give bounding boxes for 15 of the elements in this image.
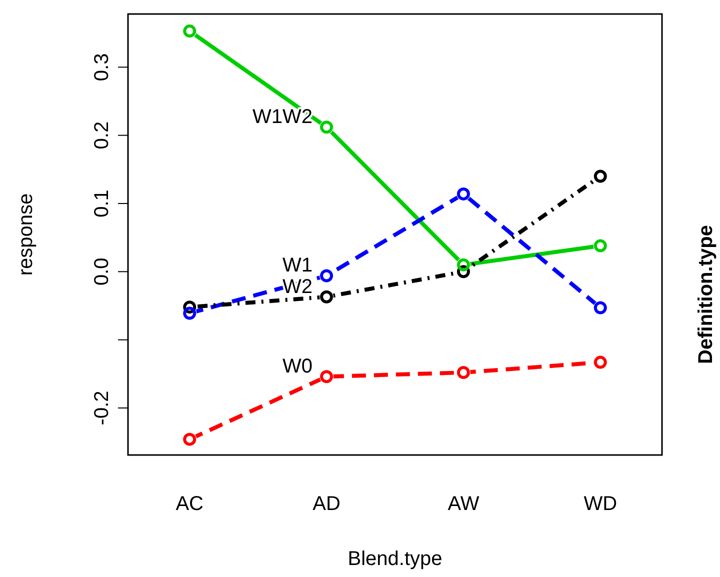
series-label: W1W2 — [252, 106, 313, 128]
y-axis-title: response — [15, 193, 37, 276]
x-tick-label: WD — [584, 493, 618, 515]
y-tick-label: 0.2 — [91, 121, 113, 150]
series-label: W1 — [282, 254, 313, 277]
y-tick-label: 0.0 — [91, 258, 113, 286]
x-tick-label: AD — [312, 493, 340, 515]
x-axis-title: Blend.type — [348, 548, 442, 570]
y-tick-label: 0.1 — [91, 190, 113, 218]
y-tick-label: 0.3 — [91, 53, 113, 82]
series-label: W0 — [282, 356, 313, 378]
x-tick-label: AC — [176, 493, 204, 515]
x-tick-label: AW — [448, 493, 480, 515]
y-tick-label: -0.2 — [91, 390, 113, 426]
legend-title: Definition.type — [695, 225, 717, 364]
